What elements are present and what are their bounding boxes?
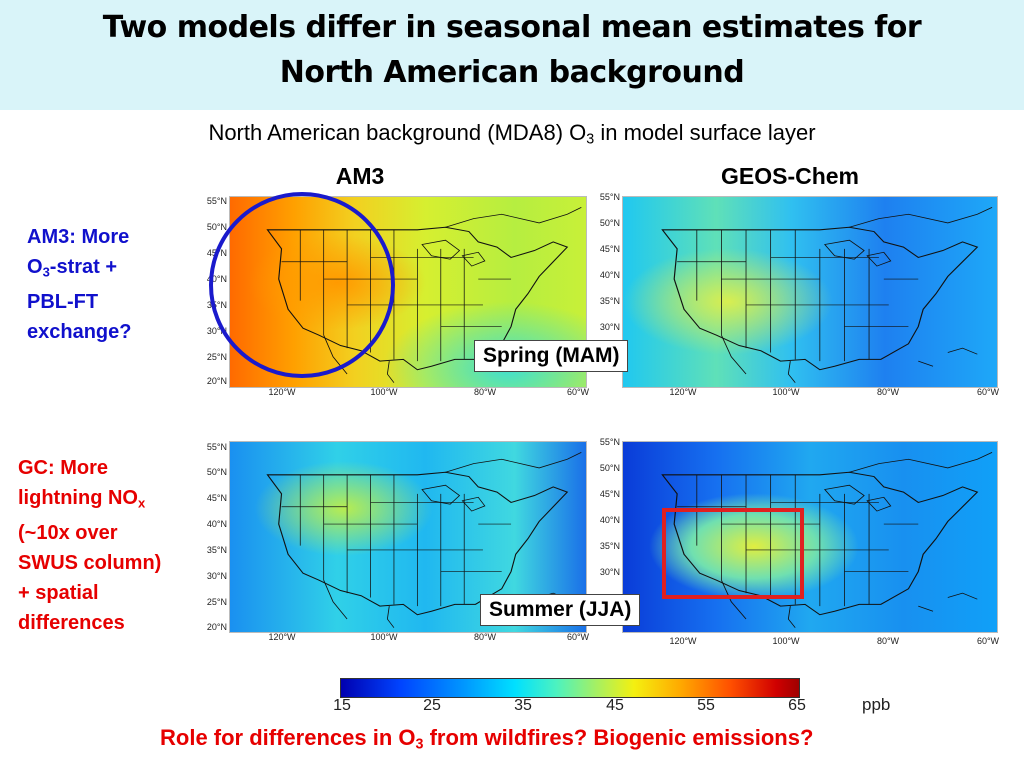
lat-label: 30°N bbox=[599, 567, 620, 577]
lon-label: 60°W bbox=[566, 632, 590, 642]
lon-label: 60°W bbox=[976, 636, 1000, 646]
map-geos-chem-summer bbox=[622, 441, 998, 633]
lon-label: 120°W bbox=[669, 387, 697, 397]
title-band bbox=[0, 0, 1024, 110]
column-header-geos-chem: GEOS-Chem bbox=[720, 163, 860, 189]
lat-label: 25°N bbox=[206, 597, 227, 607]
lat-label: 25°N bbox=[206, 352, 227, 362]
note-gc-line5: + spatial bbox=[18, 582, 99, 605]
lat-label: 20°N bbox=[206, 376, 227, 386]
slide-title-line2: North American background bbox=[279, 55, 745, 90]
lon-label: 60°W bbox=[976, 387, 1000, 397]
colorbar-tick: 55 bbox=[697, 697, 715, 714]
season-label-spring: Spring (MAM) bbox=[474, 340, 629, 372]
lat-label: 35°N bbox=[599, 541, 620, 551]
lat-label: 55°N bbox=[206, 196, 227, 206]
lat-label: 40°N bbox=[206, 274, 227, 284]
map-am3-summer bbox=[229, 441, 587, 633]
lat-label: 50°N bbox=[206, 467, 227, 477]
note-gc-line2: lightning NOx bbox=[18, 487, 146, 511]
bottom-question: Role for differences in O3 from wildfire… bbox=[160, 725, 814, 753]
lat-label: 40°N bbox=[599, 270, 620, 280]
lat-label: 35°N bbox=[206, 300, 227, 310]
lon-label: 100°W bbox=[772, 387, 800, 397]
lon-label: 80°W bbox=[473, 387, 497, 397]
note-gc-line4: SWUS column) bbox=[18, 552, 162, 575]
lat-label: 50°N bbox=[599, 463, 620, 473]
colorbar-tick: 65 bbox=[788, 697, 806, 714]
note-gc-line3: (~10x over bbox=[18, 522, 118, 545]
lat-label: 45°N bbox=[206, 493, 227, 503]
lon-label: 80°W bbox=[473, 632, 497, 642]
colorbar-tick: 35 bbox=[514, 697, 532, 714]
colorbar-tick: 15 bbox=[333, 697, 351, 714]
note-am3: AM3: More O3-strat + PBL-FT exchange? bbox=[27, 222, 131, 347]
lon-label: 60°W bbox=[566, 387, 590, 397]
lat-label: 30°N bbox=[599, 322, 620, 332]
lat-label: 40°N bbox=[206, 519, 227, 529]
subtitle-sub: 3 bbox=[586, 131, 595, 148]
lat-label: 50°N bbox=[599, 218, 620, 228]
lon-label: 120°W bbox=[268, 632, 296, 642]
slide-title-line1: Two models differ in seasonal mean estim… bbox=[102, 10, 922, 45]
lat-label: 45°N bbox=[599, 489, 620, 499]
note-am3-line1: AM3: More bbox=[27, 226, 130, 248]
column-header-am3: AM3 bbox=[335, 163, 385, 189]
lat-label: 55°N bbox=[206, 442, 227, 452]
colorbar-tick: 25 bbox=[423, 697, 441, 714]
subtitle: North American background (MDA8) O3 in m… bbox=[0, 120, 1024, 148]
note-am3-line3: PBL-FT bbox=[27, 291, 99, 314]
map-am3-spring bbox=[229, 196, 587, 388]
lon-label: 120°W bbox=[669, 636, 697, 646]
note-gc-line1: GC: More bbox=[18, 457, 108, 479]
lat-label: 35°N bbox=[206, 545, 227, 555]
subtitle-text-post: in model surface layer bbox=[594, 120, 816, 145]
lat-label: 50°N bbox=[206, 222, 227, 232]
lat-label: 20°N bbox=[206, 622, 227, 632]
colorbar bbox=[340, 678, 800, 698]
lon-label: 100°W bbox=[370, 632, 398, 642]
lon-label: 100°W bbox=[370, 387, 398, 397]
highlight-box bbox=[662, 508, 804, 599]
lon-label: 100°W bbox=[772, 636, 800, 646]
lat-label: 55°N bbox=[599, 437, 620, 447]
lat-label: 55°N bbox=[599, 192, 620, 202]
season-label-summer: Summer (JJA) bbox=[480, 594, 641, 626]
highlight-circle bbox=[209, 192, 395, 378]
lat-label: 45°N bbox=[599, 244, 620, 254]
lat-label: 35°N bbox=[599, 296, 620, 306]
note-gc-line6: differences bbox=[18, 612, 125, 635]
map-geos-chem-spring bbox=[622, 196, 998, 388]
note-gc: GC: More lightning NOx (~10x over SWUS c… bbox=[18, 453, 161, 638]
lat-label: 30°N bbox=[206, 326, 227, 336]
note-am3-line4: exchange? bbox=[27, 321, 132, 344]
subtitle-text: North American background (MDA8) O bbox=[208, 120, 587, 145]
colorbar-unit: ppb bbox=[862, 695, 891, 714]
lon-label: 120°W bbox=[268, 387, 296, 397]
lon-label: 80°W bbox=[876, 636, 900, 646]
lat-label: 40°N bbox=[599, 515, 620, 525]
note-am3-line2: O3-strat + bbox=[27, 256, 118, 280]
lon-label: 80°W bbox=[876, 387, 900, 397]
colorbar-tick: 45 bbox=[606, 697, 624, 714]
lat-label: 30°N bbox=[206, 571, 227, 581]
